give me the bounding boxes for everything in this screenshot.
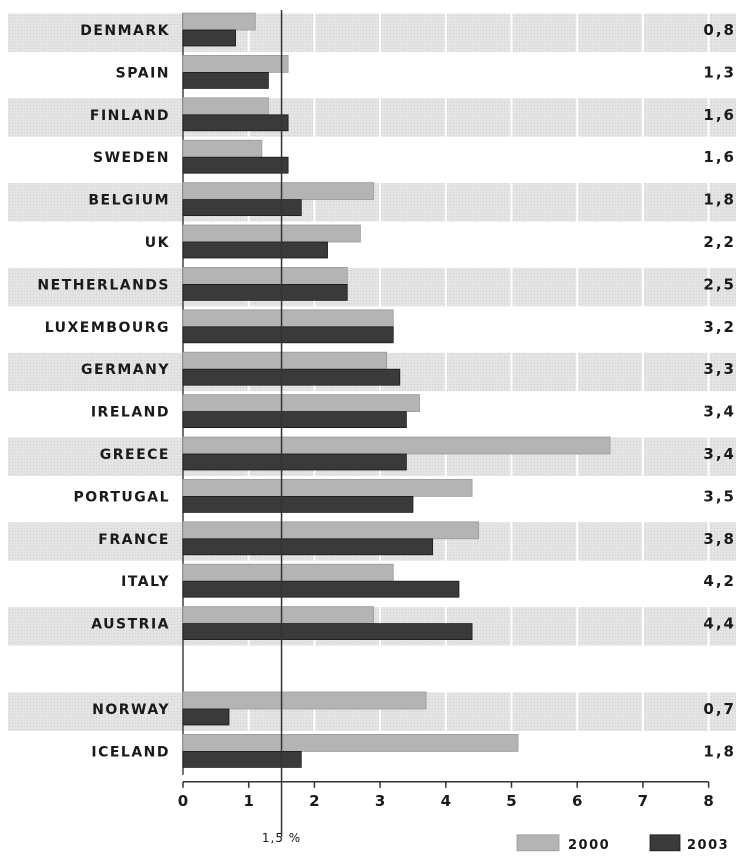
x-tick-label: 1 bbox=[243, 792, 253, 810]
value-label: 1,6 bbox=[703, 148, 736, 166]
legend-label-2003: 2003 bbox=[687, 838, 729, 853]
bar-2003 bbox=[182, 623, 473, 640]
country-label: LUXEMBOURG bbox=[45, 320, 170, 336]
bar-2003 bbox=[182, 241, 328, 259]
bar-2003 bbox=[182, 580, 460, 598]
country-label: SPAIN bbox=[116, 65, 170, 81]
value-label: 1,8 bbox=[703, 191, 736, 209]
value-label: 3,3 bbox=[703, 360, 736, 378]
country-label: NORWAY bbox=[92, 702, 170, 718]
country-label: GREECE bbox=[100, 447, 170, 463]
country-label: BELGIUM bbox=[88, 193, 170, 209]
reference-line-label: 1,5 % bbox=[262, 831, 301, 845]
bar-2000 bbox=[182, 182, 374, 201]
value-label: 3,4 bbox=[703, 403, 736, 421]
value-label: 1,3 bbox=[703, 63, 736, 81]
bar-2003 bbox=[182, 368, 401, 386]
value-label: 2,2 bbox=[703, 233, 736, 251]
bar-2000 bbox=[182, 521, 480, 540]
country-label: NETHERLANDS bbox=[37, 277, 170, 293]
bar-2000 bbox=[182, 55, 289, 73]
country-label: FINLAND bbox=[90, 108, 170, 124]
bar-2003 bbox=[182, 453, 407, 471]
bar-2003 bbox=[182, 156, 289, 174]
value-label: 3,8 bbox=[703, 530, 736, 548]
bar-2003 bbox=[182, 495, 414, 513]
value-label: 4,2 bbox=[703, 572, 736, 590]
row-band bbox=[8, 98, 736, 137]
x-tick-label: 8 bbox=[703, 792, 713, 810]
value-label: 2,5 bbox=[703, 275, 736, 293]
bar-2000 bbox=[182, 12, 256, 31]
bar-2000 bbox=[182, 478, 473, 497]
value-label: 3,5 bbox=[703, 487, 736, 505]
country-label: UK bbox=[145, 235, 170, 251]
bar-2003 bbox=[182, 114, 289, 132]
bar-2000 bbox=[182, 224, 361, 243]
bar-2003 bbox=[182, 538, 434, 556]
bar-2003 bbox=[182, 708, 230, 726]
value-label: 4,4 bbox=[703, 615, 736, 633]
country-label: ITALY bbox=[121, 574, 170, 590]
bar-2000 bbox=[182, 351, 388, 370]
value-label: 3,4 bbox=[703, 445, 736, 463]
country-label: AUSTRIA bbox=[91, 617, 170, 633]
x-tick-label: 7 bbox=[638, 792, 648, 810]
bar-2003 bbox=[182, 411, 407, 429]
value-label: 3,2 bbox=[703, 318, 736, 336]
country-label: PORTUGAL bbox=[74, 489, 170, 505]
country-label: ICELAND bbox=[91, 744, 170, 760]
bar-2000 bbox=[182, 691, 427, 710]
x-tick-label: 0 bbox=[178, 792, 188, 810]
legend-swatch-2000 bbox=[516, 834, 560, 852]
country-label: FRANCE bbox=[98, 532, 170, 548]
country-label: DENMARK bbox=[80, 23, 170, 39]
x-tick-label: 4 bbox=[441, 792, 451, 810]
value-label: 0,8 bbox=[703, 21, 736, 39]
row-band bbox=[8, 267, 736, 307]
bar-2000 bbox=[182, 606, 374, 624]
bar-2000 bbox=[182, 309, 394, 328]
bar-2003 bbox=[182, 326, 394, 344]
value-label: 1,6 bbox=[703, 106, 736, 124]
bar-2003 bbox=[182, 751, 302, 768]
value-label: 1,8 bbox=[703, 742, 736, 760]
bar-2003 bbox=[182, 29, 236, 47]
bar-2000 bbox=[182, 734, 519, 752]
bar-2000 bbox=[182, 436, 611, 455]
x-tick-label: 5 bbox=[506, 792, 516, 810]
row-band bbox=[8, 13, 736, 52]
value-label: 0,7 bbox=[703, 700, 736, 718]
bar-2003 bbox=[182, 72, 269, 89]
bar-2000 bbox=[182, 563, 394, 582]
x-tick-label: 6 bbox=[572, 792, 582, 810]
bar-2000 bbox=[182, 394, 420, 413]
bar-2000 bbox=[182, 97, 269, 116]
bar-2000 bbox=[182, 139, 263, 158]
x-tick-label: 3 bbox=[375, 792, 385, 810]
bar-2003 bbox=[182, 199, 302, 217]
legend-label-2000: 2000 bbox=[568, 838, 610, 853]
bar-2003 bbox=[182, 283, 348, 301]
legend-swatch-2003 bbox=[649, 834, 681, 852]
bar-2000 bbox=[182, 266, 348, 285]
country-label: IRELAND bbox=[91, 405, 170, 421]
country-label: GERMANY bbox=[81, 362, 170, 378]
x-tick-label: 2 bbox=[309, 792, 319, 810]
country-label: SWEDEN bbox=[93, 150, 170, 166]
